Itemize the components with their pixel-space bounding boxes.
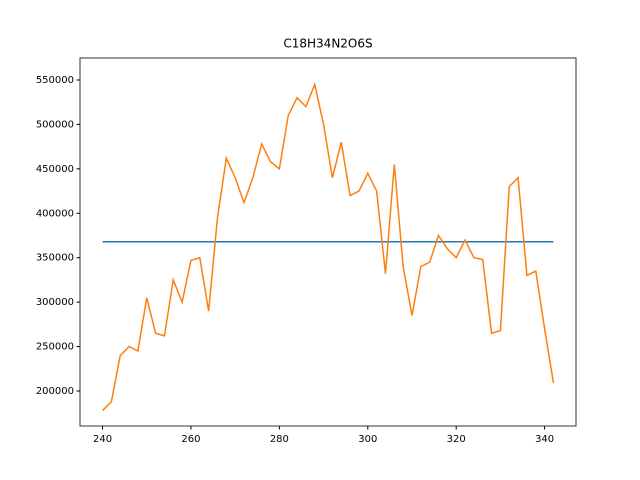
y-tick-label: 250000 <box>36 342 74 353</box>
y-tick-label: 400000 <box>36 208 74 219</box>
x-tick-label: 340 <box>535 434 554 445</box>
x-tick-label: 320 <box>447 434 466 445</box>
y-tick-label: 350000 <box>36 253 74 264</box>
y-tick-label: 200000 <box>36 386 74 397</box>
x-tick-label: 240 <box>93 434 112 445</box>
chart-title: C18H34N2O6S <box>283 37 372 51</box>
plot-frame <box>79 57 577 427</box>
line-series <box>102 81 555 412</box>
y-tick-label: 300000 <box>36 297 74 308</box>
y-tick-label: 450000 <box>36 164 74 175</box>
y-tick-label: 500000 <box>36 119 74 130</box>
x-tick-label: 260 <box>181 434 200 445</box>
x-tick-label: 300 <box>358 434 377 445</box>
x-tick-label: 280 <box>270 434 289 445</box>
y-tick-label: 550000 <box>36 75 74 86</box>
